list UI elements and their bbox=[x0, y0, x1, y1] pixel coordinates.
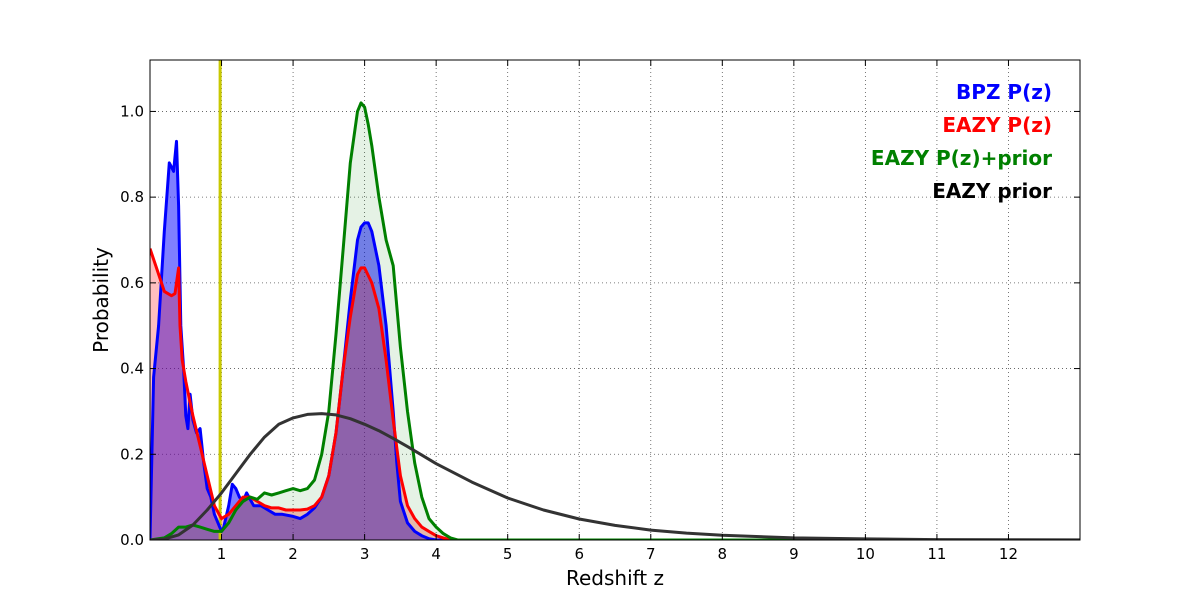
bpz-p-z-fill bbox=[150, 141, 1080, 540]
x-tick-label: 4 bbox=[431, 545, 441, 563]
legend-entry-eazy-prior: EAZY prior bbox=[932, 179, 1052, 203]
y-tick-label: 0.6 bbox=[120, 274, 144, 292]
series-fills bbox=[150, 102, 1080, 540]
x-tick-label: 6 bbox=[574, 545, 584, 563]
y-tick-label: 0.0 bbox=[120, 531, 144, 549]
plot-frame bbox=[149, 59, 1081, 541]
x-tick-labels: 1 2 3 4 5 6 7 8 9 10 11 12 bbox=[217, 545, 1018, 563]
x-tick-label: 10 bbox=[856, 545, 875, 563]
x-tick-label: 3 bbox=[360, 545, 370, 563]
legend: BPZ P(z) EAZY P(z) EAZY P(z)+prior EAZY pri… bbox=[871, 80, 1052, 203]
legend-entry-eazy-p-z: EAZY P(z) bbox=[942, 113, 1052, 137]
y-axis-label: Probability bbox=[89, 247, 113, 353]
x-tick-label: 12 bbox=[999, 545, 1018, 563]
legend-entry-eazy-p-z-prior: EAZY P(z)+prior bbox=[871, 146, 1052, 170]
eazy-p-z-prior-line bbox=[150, 101, 1080, 540]
x-axis-label: Redshift z bbox=[566, 566, 664, 590]
x-tick-label: 2 bbox=[288, 545, 298, 563]
x-tick-label: 7 bbox=[646, 545, 656, 563]
x-tick-label: 9 bbox=[789, 545, 799, 563]
y-tick-label: 0.8 bbox=[120, 188, 144, 206]
x-tick-label: 5 bbox=[503, 545, 513, 563]
y-tick-label: 0.2 bbox=[120, 445, 144, 463]
legend-entry-bpz-p-z: BPZ P(z) bbox=[956, 80, 1052, 104]
eazy-p-z-prior-fill bbox=[150, 102, 1080, 540]
eazy-p-z-line bbox=[150, 248, 1080, 540]
x-tick-label: 1 bbox=[217, 545, 227, 563]
eazy-prior-line bbox=[150, 412, 1080, 540]
y-tick-label: 0.4 bbox=[120, 360, 144, 378]
x-tick-label: 11 bbox=[927, 545, 946, 563]
series-lines bbox=[150, 101, 1080, 540]
y-tick-label: 1.0 bbox=[120, 102, 144, 120]
y-tick-labels: 0.0 0.2 0.4 0.6 0.8 1.0 bbox=[120, 102, 144, 549]
x-tick-label: 8 bbox=[718, 545, 728, 563]
axis-ticks bbox=[150, 60, 1080, 541]
eazy-p-z-fill bbox=[150, 248, 1080, 540]
grid bbox=[150, 60, 1080, 540]
